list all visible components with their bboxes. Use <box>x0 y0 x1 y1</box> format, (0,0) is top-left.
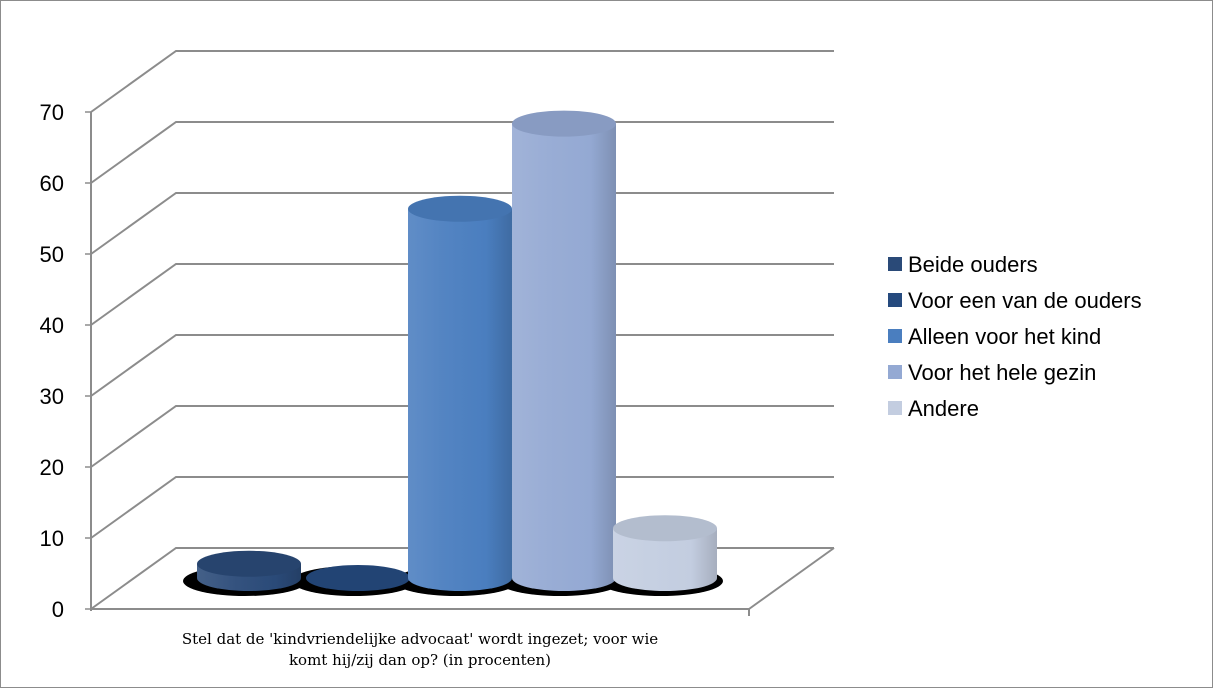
y-tick-label: 0 <box>52 597 64 622</box>
chart-walls <box>91 51 176 609</box>
bar-body <box>613 528 717 591</box>
legend-label: Alleen voor het kind <box>908 324 1101 349</box>
legend-label: Voor een van de ouders <box>908 288 1142 313</box>
bars <box>197 110 717 592</box>
y-tick-label: 40 <box>40 313 64 338</box>
y-tick-label: 50 <box>40 242 64 267</box>
legend-swatch <box>888 257 902 271</box>
bar-5 <box>613 515 717 591</box>
bar-top <box>197 550 301 577</box>
bar-top <box>408 195 512 222</box>
bar-3 <box>408 195 512 592</box>
bar-1 <box>197 550 301 591</box>
y-axis-tick-labels: 0 10 20 30 40 50 60 70 <box>40 100 64 622</box>
floor-right-edge <box>748 547 835 610</box>
legend: Beide ouders Voor een van de ouders Alleen… <box>888 252 1142 421</box>
bar-body <box>512 123 616 591</box>
y-tick-label: 60 <box>40 171 64 196</box>
category-label-line-2: komt hij/zij dan op? (in procenten) <box>289 651 551 669</box>
gridline <box>90 121 834 184</box>
bar-4 <box>512 110 616 591</box>
y-tick-label: 20 <box>40 455 64 480</box>
legend-swatch <box>888 365 902 379</box>
bar-top <box>512 110 616 137</box>
y-tick-label: 10 <box>40 526 64 551</box>
bar-body <box>408 208 512 592</box>
legend-swatch <box>888 329 902 343</box>
legend-swatch <box>888 401 902 415</box>
legend-label: Andere <box>908 396 979 421</box>
bar-2 <box>306 565 410 591</box>
legend-label: Voor het hele gezin <box>908 360 1096 385</box>
category-label-line-1: Stel dat de 'kindvriendelijke advocaat' … <box>182 630 658 648</box>
gridline <box>90 50 834 113</box>
side-wall <box>91 51 176 609</box>
y-tick-label: 70 <box>40 100 64 125</box>
legend-label: Beide ouders <box>908 252 1038 277</box>
y-tick-label: 30 <box>40 384 64 409</box>
bar-top <box>306 565 410 591</box>
bar-top <box>613 515 717 542</box>
legend-swatch <box>888 293 902 307</box>
